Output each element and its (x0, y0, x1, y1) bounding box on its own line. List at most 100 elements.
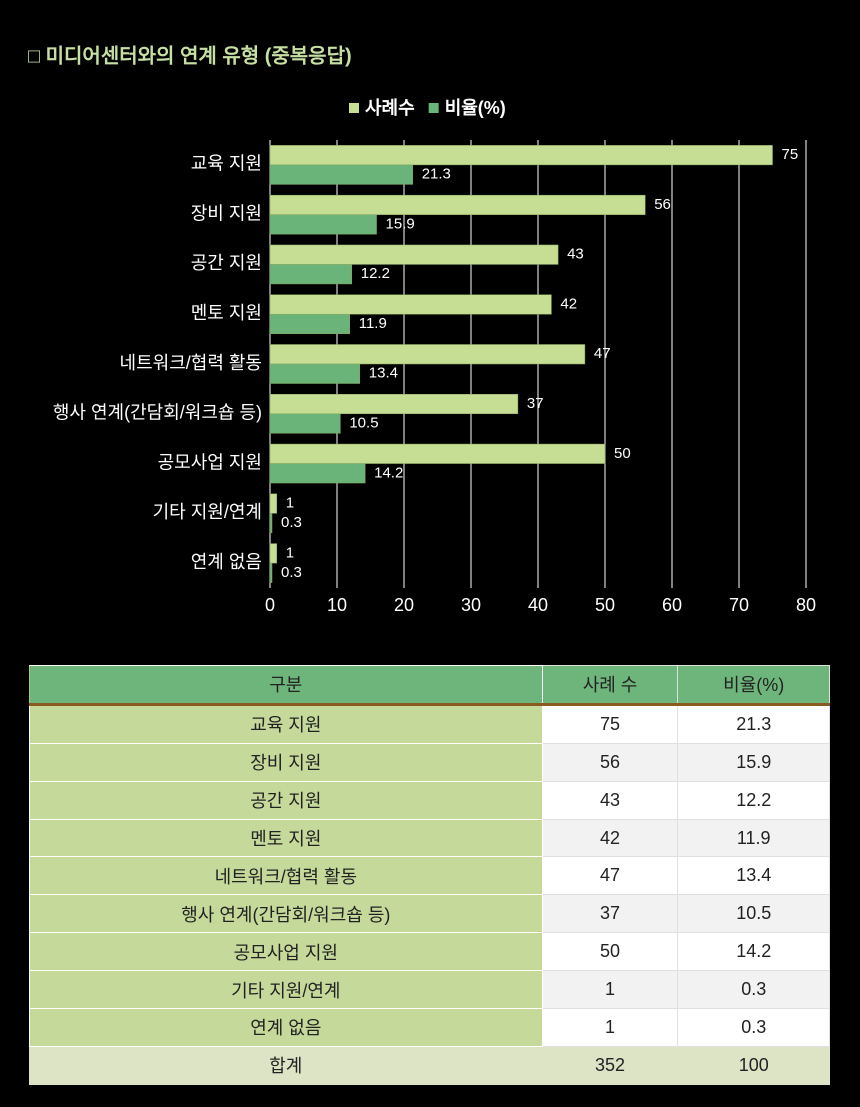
x-tick-label: 60 (662, 595, 682, 615)
y-tick-label: 공간 지원 (191, 253, 262, 273)
data-label: 11.9 (359, 315, 387, 332)
table-cell: 사례 수 (541, 665, 679, 706)
legend-swatch (428, 103, 439, 113)
table-cell: 12.2 (677, 780, 830, 820)
y-tick-label: 멘토 지원 (191, 303, 262, 323)
table-cell: 43 (541, 780, 679, 820)
table-row: 교육 지원 75 21.3 (29, 703, 830, 744)
table-cell: 352 (541, 1045, 679, 1085)
legend-swatch (349, 103, 359, 113)
x-tick-label: 70 (729, 595, 749, 615)
table-row: 구분 사례 수 비율(%) (29, 665, 830, 706)
table-cell: 15.9 (677, 742, 830, 782)
table-cell: 기타 지원/연계 (29, 970, 543, 1010)
table-cell: 10.5 (677, 894, 830, 934)
table-cell: 0.3 (677, 970, 830, 1010)
data-label: 50 (614, 445, 631, 462)
chart: □ 미디어센터와의 연계 유형 (중복응답) 0 10 20 30 40 50 60 70 80… (28, 44, 816, 615)
table-cell: 75 (541, 703, 679, 744)
data-label: 14.2 (374, 464, 403, 481)
table-row: 공간 지원 43 12.2 (29, 780, 830, 820)
table-cell: 1 (541, 1008, 679, 1047)
data-label: 1 (286, 495, 294, 512)
table-row: 행사 연계(간담회/워크숍 등) 37 10.5 (29, 894, 830, 934)
bar (269, 543, 277, 564)
data-label: 10.5 (349, 414, 378, 431)
data-label: 47 (594, 345, 611, 362)
data-label: 0.3 (281, 564, 302, 581)
table-row: 장비 지원 56 15.9 (29, 742, 830, 782)
bar (269, 264, 352, 285)
table-row: 합계 352 100 (29, 1045, 830, 1085)
table-cell: 합계 (29, 1045, 543, 1085)
x-tick-label: 50 (595, 595, 615, 615)
data-label: 15.9 (386, 215, 415, 232)
bar (269, 493, 277, 514)
x-tick-label: 40 (528, 595, 548, 615)
bar (269, 194, 646, 215)
bar (269, 394, 519, 415)
table-cell: 비율(%) (677, 665, 830, 706)
y-tick-label: 장비 지원 (191, 203, 262, 223)
table-cell: 네트워크/협력 활동 (29, 856, 543, 896)
bar (269, 294, 552, 315)
bar (269, 214, 377, 235)
x-tick-label: 30 (461, 595, 481, 615)
table-cell: 11.9 (677, 818, 830, 858)
table-cell: 37 (541, 894, 679, 934)
table-cell: 42 (541, 818, 679, 858)
data-label: 75 (782, 146, 799, 163)
table-cell: 공모사업 지원 (29, 932, 543, 972)
table-cell: 연계 없음 (29, 1008, 543, 1047)
bar (269, 313, 350, 334)
table-cell: 0.3 (677, 1008, 830, 1047)
bar (269, 413, 341, 434)
bar (269, 513, 273, 534)
table-cell: 13.4 (677, 856, 830, 896)
table-cell: 공간 지원 (29, 780, 543, 820)
bar (269, 443, 606, 464)
bar (269, 463, 366, 484)
table-row: 공모사업 지원 50 14.2 (29, 932, 830, 972)
table-cell: 멘토 지원 (29, 818, 543, 858)
data-label: 42 (560, 295, 577, 312)
table-cell: 교육 지원 (29, 703, 543, 744)
data-label: 0.3 (281, 514, 302, 531)
table-cell: 50 (541, 932, 679, 972)
bar (269, 363, 361, 384)
x-tick-label: 80 (796, 595, 816, 615)
bar (269, 145, 773, 166)
x-tick-label: 20 (394, 595, 414, 615)
table-cell: 21.3 (677, 703, 830, 744)
table-cell: 47 (541, 856, 679, 896)
y-tick-label: 기타 지원/연계 (153, 502, 262, 522)
table-cell: 56 (541, 742, 679, 782)
bar (269, 344, 586, 365)
table-row: 멘토 지원 42 11.9 (29, 818, 830, 858)
y-tick-label: 공모사업 지원 (158, 452, 262, 472)
table-row: 기타 지원/연계 1 0.3 (29, 970, 830, 1010)
chart-title: □ 미디어센터와의 연계 유형 (중복응답) (28, 44, 352, 67)
bar (269, 164, 413, 185)
table-row: 연계 없음 1 0.3 (29, 1008, 830, 1047)
data-label: 21.3 (422, 166, 451, 183)
data-label: 1 (286, 544, 294, 561)
data-label: 12.2 (361, 265, 390, 282)
table-row: 네트워크/협력 활동 47 13.4 (29, 856, 830, 896)
x-tick-label: 10 (327, 595, 347, 615)
table-cell: 1 (541, 970, 679, 1010)
bar (269, 244, 559, 265)
y-tick-label: 연계 없음 (191, 552, 262, 572)
legend-label: 비율(%) (445, 98, 506, 118)
data-label: 37 (527, 395, 544, 412)
table-cell: 장비 지원 (29, 742, 543, 782)
y-tick-label: 행사 연계(간담회/워크숍 등) (53, 403, 262, 423)
bar (269, 562, 273, 583)
table-cell: 구분 (29, 665, 543, 706)
table-cell: 100 (677, 1045, 830, 1085)
y-tick-label: 교육 지원 (191, 154, 262, 174)
x-tick-label: 0 (265, 595, 275, 615)
data-label: 56 (654, 196, 671, 213)
data-table: 구분 사례 수 비율(%) 교육 지원 75 21.3 장비 지원 56 15.9 공간 지원 43… (29, 665, 830, 1085)
